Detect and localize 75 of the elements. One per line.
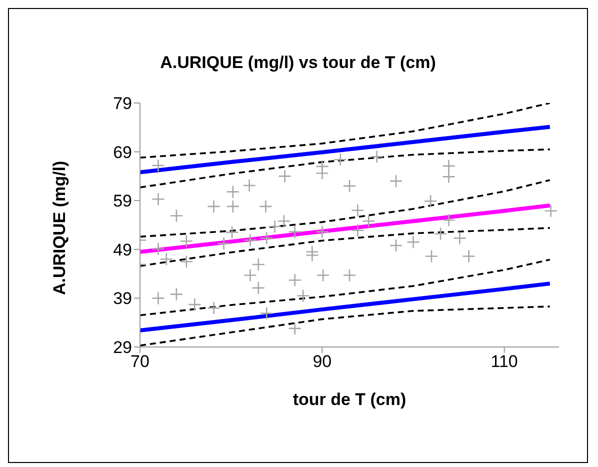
point [424, 250, 438, 263]
point [225, 226, 239, 239]
y-tick-label: 59 [113, 192, 132, 211]
y-tick-label: 39 [113, 289, 132, 308]
y-tick-label: 69 [113, 142, 132, 162]
point [453, 232, 466, 245]
line-series [140, 148, 551, 188]
point [316, 268, 330, 282]
point [442, 213, 456, 227]
point [278, 170, 292, 183]
point [296, 289, 310, 302]
point [226, 185, 240, 198]
line-series [140, 179, 551, 238]
point [259, 200, 272, 214]
line-series [140, 227, 551, 267]
point [306, 248, 319, 262]
y-tick-label: 29 [113, 338, 132, 358]
point [252, 258, 266, 272]
point [334, 152, 348, 166]
point [152, 292, 165, 305]
point [152, 242, 165, 256]
point [288, 322, 302, 336]
point [277, 214, 291, 228]
point [170, 209, 184, 222]
point [342, 179, 356, 193]
point [389, 238, 403, 252]
point [252, 281, 266, 295]
x-tick-label: 90 [312, 352, 332, 372]
point [544, 204, 558, 218]
point [442, 159, 456, 173]
point [462, 250, 476, 263]
line-series [140, 258, 551, 316]
point [260, 232, 274, 245]
point [260, 306, 274, 320]
point [180, 254, 194, 268]
y-axis-title: A.URIQUE (mg/l) [50, 160, 70, 295]
line-series [140, 124, 552, 174]
chart-title: A.URIQUE (mg/l) vs tour de T (cm) [160, 53, 436, 72]
point [316, 160, 329, 174]
point [152, 158, 165, 172]
point [244, 268, 257, 282]
line-series [140, 282, 552, 332]
point [370, 150, 384, 164]
point [362, 214, 376, 228]
point [226, 200, 240, 214]
line-series [140, 306, 551, 346]
point [268, 220, 282, 234]
point [424, 194, 438, 208]
y-tick-label: 49 [113, 240, 132, 260]
point [244, 233, 257, 247]
point [342, 268, 356, 282]
x-tick-label: 110 [490, 352, 518, 372]
point [288, 273, 302, 287]
point [160, 252, 174, 266]
point [351, 224, 364, 238]
point [188, 298, 202, 312]
x-tick-label: 70 [130, 352, 150, 372]
point [316, 225, 329, 238]
point [207, 301, 220, 315]
point [434, 227, 448, 240]
line-series [140, 103, 551, 159]
point [170, 288, 184, 301]
point [152, 192, 165, 206]
point [351, 204, 364, 218]
point [442, 170, 456, 184]
point [389, 174, 403, 188]
point [207, 200, 220, 214]
y-tick-label: 79 [113, 94, 132, 114]
point [217, 236, 230, 250]
point [180, 234, 194, 248]
x-axis-title: tour de T (cm) [292, 390, 406, 409]
point [288, 225, 302, 238]
line-series [140, 203, 552, 254]
point [242, 178, 256, 192]
point [406, 235, 420, 249]
